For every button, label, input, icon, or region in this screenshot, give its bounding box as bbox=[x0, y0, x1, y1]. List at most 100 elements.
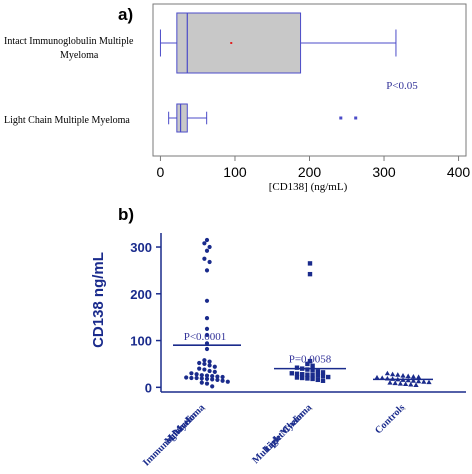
data-point bbox=[416, 374, 422, 380]
data-point bbox=[210, 374, 215, 379]
data-point bbox=[197, 360, 202, 366]
data-point bbox=[310, 363, 315, 369]
panel-b-mean-lines bbox=[173, 344, 433, 381]
data-point bbox=[194, 372, 199, 377]
category-label-line: Intact Immunoglobulin Multiple bbox=[4, 36, 134, 47]
data-point bbox=[307, 261, 313, 266]
category-tick-dot bbox=[204, 408, 206, 410]
data-point bbox=[426, 379, 432, 385]
data-point bbox=[294, 371, 300, 376]
panel-b-points bbox=[184, 237, 432, 389]
p-value-label: P=0.0058 bbox=[289, 354, 332, 366]
panel-a-x-axis-label: [CD138] (ng/mL) bbox=[269, 181, 348, 193]
data-point bbox=[315, 373, 320, 378]
panel-a-label: a) bbox=[118, 5, 133, 24]
data-point bbox=[300, 375, 305, 381]
data-point bbox=[189, 371, 194, 376]
data-point bbox=[416, 378, 422, 384]
data-point bbox=[220, 378, 225, 383]
data-point bbox=[320, 378, 326, 383]
category-label-line: M Myeloma bbox=[163, 402, 208, 447]
y-tick-label: 100 bbox=[130, 334, 152, 349]
category-label-line: Multiple Myeloma bbox=[250, 402, 314, 466]
data-point bbox=[397, 380, 403, 386]
category-label-line: Light Chain Multiple Myeloma bbox=[4, 115, 130, 126]
data-point bbox=[413, 382, 419, 387]
data-point bbox=[199, 380, 204, 385]
panel-b-annotations: P<0.0001 P=0.0058 bbox=[184, 331, 332, 365]
data-point bbox=[392, 380, 398, 386]
iqr-box bbox=[176, 12, 302, 74]
data-point bbox=[207, 363, 212, 368]
data-point bbox=[210, 384, 215, 389]
data-point bbox=[204, 248, 210, 253]
x-tick-label: 400 bbox=[447, 164, 471, 180]
x-tick-label: 0 bbox=[157, 164, 165, 180]
data-point bbox=[410, 378, 416, 383]
data-point bbox=[204, 332, 210, 338]
data-point bbox=[194, 375, 199, 381]
data-point bbox=[310, 368, 315, 373]
data-point bbox=[387, 380, 393, 385]
data-point bbox=[212, 364, 217, 369]
data-point bbox=[410, 373, 416, 379]
panel-b-label: b) bbox=[118, 205, 134, 224]
data-point bbox=[310, 372, 315, 378]
data-point bbox=[289, 371, 294, 376]
data-point bbox=[374, 374, 380, 380]
data-point bbox=[294, 365, 300, 370]
data-point bbox=[204, 326, 210, 331]
data-point bbox=[403, 381, 409, 387]
data-point bbox=[204, 346, 210, 352]
data-point bbox=[202, 358, 207, 363]
y-tick-label: 0 bbox=[145, 380, 152, 395]
data-point bbox=[204, 381, 210, 386]
data-point bbox=[204, 237, 210, 243]
data-point bbox=[384, 370, 390, 376]
data-point bbox=[207, 259, 212, 265]
panel-a-p-value: P<0.05 bbox=[386, 80, 418, 92]
data-point bbox=[207, 244, 212, 250]
data-point bbox=[307, 358, 313, 364]
panel-b-y-ticks: 0 100 200 300 bbox=[130, 240, 161, 395]
data-point bbox=[204, 341, 210, 346]
data-point bbox=[315, 369, 320, 374]
data-point bbox=[204, 373, 210, 378]
data-point bbox=[320, 370, 326, 375]
panel-a-marks bbox=[159, 12, 397, 133]
data-point bbox=[225, 379, 230, 384]
data-point bbox=[315, 377, 320, 383]
data-point bbox=[202, 256, 207, 261]
p-value-label: P<0.0001 bbox=[184, 331, 227, 343]
data-point bbox=[210, 377, 215, 382]
data-point bbox=[305, 361, 310, 367]
data-point bbox=[204, 268, 210, 273]
panel-a-category-labels: Intact Immunoglobulin Multiple Myeloma Lig… bbox=[4, 36, 134, 126]
data-point bbox=[202, 241, 207, 246]
panel-b-y-axis-label: CD138 ng/mL bbox=[90, 252, 107, 348]
data-point bbox=[305, 367, 310, 372]
data-point bbox=[421, 379, 427, 384]
data-point bbox=[207, 359, 212, 364]
data-point bbox=[400, 373, 406, 378]
data-point bbox=[184, 375, 189, 380]
category-label-line: Controls bbox=[373, 402, 407, 436]
y-tick-label: 200 bbox=[130, 287, 152, 302]
data-point bbox=[405, 373, 411, 379]
category-label-line: Myeloma bbox=[60, 50, 99, 61]
data-point bbox=[326, 374, 331, 380]
data-point bbox=[310, 376, 315, 382]
data-point bbox=[207, 368, 212, 374]
data-point bbox=[215, 377, 220, 382]
data-point bbox=[189, 375, 194, 381]
data-point bbox=[204, 316, 210, 321]
y-tick-label: 300 bbox=[130, 240, 152, 255]
data-point bbox=[197, 366, 202, 371]
data-point bbox=[202, 367, 207, 372]
data-point bbox=[199, 373, 204, 378]
x-tick-label: 100 bbox=[223, 164, 247, 180]
data-point bbox=[212, 369, 217, 374]
data-point bbox=[202, 361, 207, 367]
